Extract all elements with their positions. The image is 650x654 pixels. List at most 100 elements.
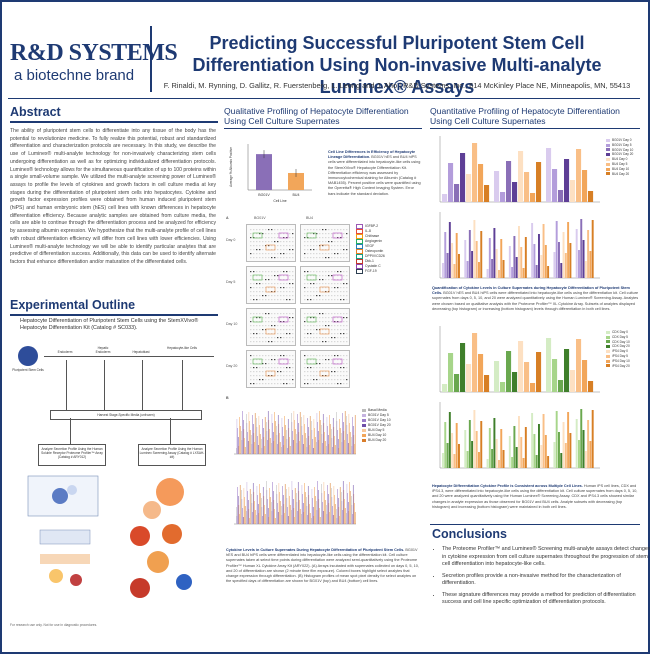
array-spot (277, 325, 279, 327)
legend-entry: BG01V Day 20 (362, 423, 422, 428)
quant-bar (531, 223, 534, 278)
quant-bar (535, 455, 538, 468)
array-spot (340, 371, 342, 373)
array-spot (283, 253, 285, 255)
hist-bar (297, 482, 299, 524)
array-spot (265, 291, 267, 293)
array-spot (253, 299, 255, 301)
array-spot (250, 363, 252, 365)
array-spot (265, 229, 267, 231)
array-spot (337, 371, 339, 373)
array-spot (319, 271, 321, 273)
hist-bar (258, 513, 260, 524)
legend-entry: BG01V Day 20 (606, 152, 646, 157)
quant-bar (564, 159, 570, 202)
hist-bar (319, 420, 321, 454)
array-membrane (300, 266, 350, 304)
array-spot (316, 329, 318, 331)
array-spot (271, 241, 273, 243)
array-spot (319, 321, 321, 323)
array-spot (316, 279, 318, 281)
hist-bar (321, 493, 323, 524)
array-spot (334, 233, 336, 235)
array-spot (316, 275, 318, 277)
array-spot (277, 253, 279, 255)
array-spot (250, 383, 252, 385)
array-spot (277, 359, 279, 361)
array-spot (337, 333, 339, 335)
right-underline (430, 128, 640, 129)
hist-bar (251, 503, 253, 524)
array-spot (283, 229, 285, 231)
array-spot (325, 287, 327, 289)
array-spot (286, 355, 288, 357)
array-spot (280, 283, 282, 285)
middle-caption-1: Cell Line Differences in Efficiency of H… (328, 150, 422, 197)
middle-caption-2-body: BG01V hES and BU4 hiPS cells were differ… (226, 548, 419, 584)
y-axis-label: Average % Albumin Positive (229, 147, 233, 187)
hist-bar (242, 517, 244, 524)
bar (256, 154, 272, 190)
array-spot (253, 295, 255, 297)
array-spot (280, 287, 282, 289)
hist-bar (311, 518, 312, 524)
array-spot (310, 249, 312, 251)
hist-bar (283, 504, 285, 524)
array-spot (274, 233, 276, 235)
array-spot (304, 359, 306, 361)
array-spot (337, 363, 339, 365)
array-spot (319, 233, 321, 235)
array-spot (325, 333, 327, 335)
array-spot (250, 233, 252, 235)
array-spot (262, 283, 264, 285)
array-spot (286, 313, 288, 315)
array-spot (316, 291, 318, 293)
hist-bar (252, 483, 254, 524)
hist-bar (247, 500, 249, 524)
array-spot (271, 313, 273, 315)
hist-bar (334, 436, 335, 454)
array-spot (307, 271, 309, 273)
flow-right-box: Analyze Secretion Profile Using the Huma… (138, 444, 206, 466)
hist-bar (322, 511, 324, 524)
hist-bar (317, 490, 319, 524)
array-spot (325, 237, 327, 239)
array-spot (334, 321, 336, 323)
array-spot (331, 333, 333, 335)
legend-label: BG01V Day 10 (368, 418, 391, 422)
array-spot (265, 383, 267, 385)
array-spot (340, 279, 342, 281)
array-spot (334, 241, 336, 243)
array-spot (322, 321, 324, 323)
array-spot (322, 379, 324, 381)
array-spot (268, 295, 270, 297)
array-spot (253, 257, 255, 259)
legend-swatch (362, 424, 366, 427)
array-spot (271, 233, 273, 235)
array-spot (256, 233, 258, 235)
array-spot (313, 341, 315, 343)
array-spot (292, 241, 294, 243)
quant-bar (495, 439, 498, 468)
hist-bar (306, 447, 308, 454)
hist-bar (244, 438, 245, 454)
hist-bar (348, 511, 350, 524)
quant-bar (533, 244, 536, 278)
quant-bar (584, 261, 587, 278)
hist-bar (262, 487, 264, 524)
hist-bar (324, 500, 326, 524)
hist-bar (287, 419, 289, 454)
array-spot (259, 253, 261, 255)
array-spot (325, 229, 327, 231)
hist-bar (312, 448, 314, 454)
hist-bar (252, 512, 253, 524)
array-spot (283, 379, 285, 381)
array-spot (325, 379, 327, 381)
array-spot (250, 287, 252, 289)
array-spot (262, 271, 264, 273)
array-spot (277, 341, 279, 343)
hist-bar (308, 436, 310, 454)
hist-bar (274, 421, 276, 454)
array-spot (253, 317, 255, 319)
array-spot (304, 299, 306, 301)
